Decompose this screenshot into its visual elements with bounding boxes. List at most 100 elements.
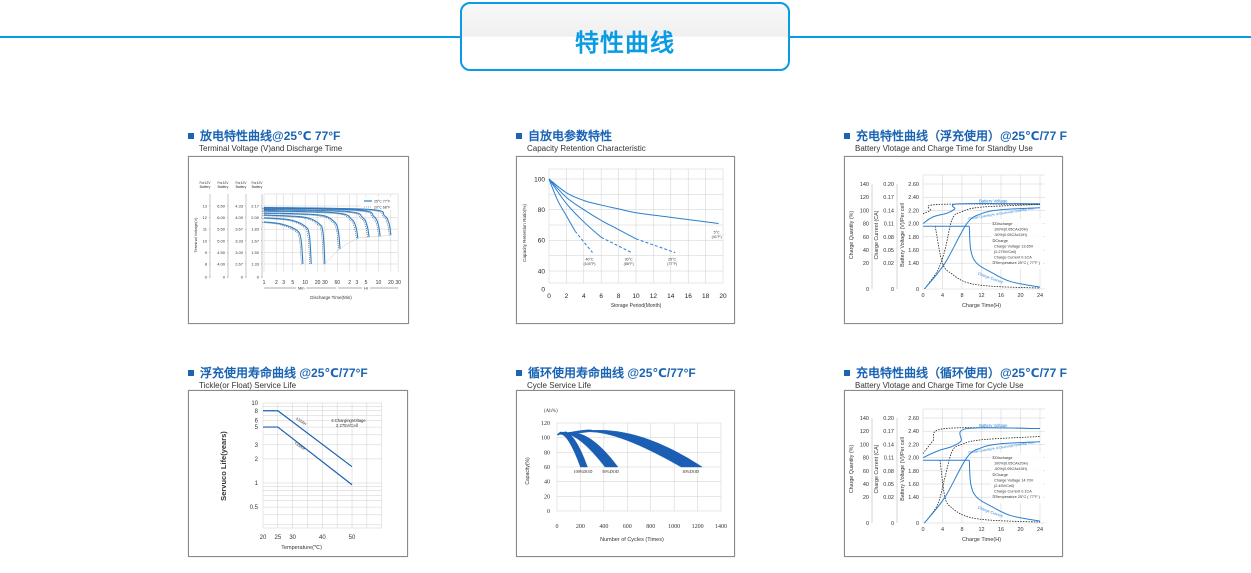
y-tick-label: 5.50 (217, 227, 226, 232)
curve-label: 25°C (668, 258, 676, 262)
axis-header: For12V (235, 181, 247, 185)
y-tick-label: 80 (544, 450, 550, 456)
y-tick-label: 0 (205, 275, 208, 280)
y-tick-label: 1.40 (908, 495, 919, 501)
notes-bg (991, 219, 1043, 269)
series-line-20c (262, 222, 302, 265)
panel-subtitle: Cycle Service Life (527, 381, 592, 390)
curve-label: 30°C (625, 258, 633, 262)
x-tick-label: 1 (263, 280, 266, 286)
note-text: ②Charge (992, 473, 1008, 477)
y-axis-label: Battery Voltage (V)/Per cell (900, 203, 906, 267)
y-tick-label: 1.67 (251, 238, 260, 243)
note-text: ①Discharge (992, 456, 1013, 460)
battery-voltage-curve (922, 427, 1041, 459)
bullet-icon (516, 369, 522, 376)
x-tick-label: 20 (260, 535, 267, 541)
x-tick-label: 2 (275, 280, 278, 286)
x-tick-label: 0 (556, 524, 559, 530)
y-axis-label: Battery Voltage (V)/Per cell (900, 437, 906, 501)
curve-label: (104°F) (583, 262, 595, 266)
retention-curve-dashed (600, 236, 632, 254)
note-text: -50%(0.05CAx10H) (994, 233, 1028, 237)
y-tick-label: 10 (203, 238, 208, 243)
y-tick-label: 9 (205, 250, 208, 255)
series-line-25c (263, 208, 370, 238)
y-tick-label: 0.17 (883, 429, 894, 435)
y-tick-label: 0 (241, 275, 244, 280)
y-tick-label: 8 (205, 262, 208, 267)
curve-label: (86°F) (624, 262, 634, 266)
x-tick-label: 1400 (715, 524, 727, 530)
service-life-label: ≥33AH (295, 417, 307, 427)
retention-chart-svg: 100 80 60 40 00 2 4 6 8 10 12 14 16 18 20 Storage Perio… (522, 168, 727, 309)
series-line-20c (262, 209, 368, 238)
y-tick-label: 0.08 (883, 235, 894, 241)
y-tick-label: 0 (891, 287, 894, 293)
x-tick-label: 40 (319, 535, 326, 541)
panel-subtitle: Battery Vlotage and Charge Time for Stan… (855, 144, 1033, 153)
curve-label: (77°F) (667, 262, 677, 266)
x-tick-label: 20 (315, 280, 321, 286)
x-axis-label: Storage Period(Month) (611, 303, 662, 309)
x-axis-label: Charge Time(H) (962, 537, 1001, 543)
y-tick-label: 4.00 (235, 215, 244, 220)
y-tick-label: 80 (538, 207, 546, 214)
y-axis-label: Capacity(%) (525, 457, 531, 485)
axis-header: Battery (236, 185, 247, 189)
series-line-25c (263, 210, 359, 239)
curve-label: 5°C (714, 230, 720, 234)
y-tick-label: 20 (544, 494, 550, 500)
x-tick-label: 50 (349, 535, 356, 541)
legend-label: 20°C 68°F (374, 206, 390, 210)
chart-discharge: For12V Battery 13 12 11 10 9 8 0 For12V Battery 6.5… (188, 156, 409, 324)
y-tick-label: 0.02 (883, 261, 894, 267)
axis-header: For12V (251, 181, 263, 185)
note-text: (2.45V/Cell) (994, 484, 1015, 488)
y-tick-label: 2.40 (908, 429, 919, 435)
retention-curve-solid (548, 178, 576, 232)
x-tick-label: 800 (646, 524, 655, 530)
y-tick-label: 40 (863, 248, 869, 254)
x-tick-label: 16 (998, 527, 1004, 533)
x-tick-label: 16 (998, 293, 1004, 299)
panel-subtitle: Battery Vlotage and Charge Time for Cycl… (855, 381, 1024, 390)
panel-title: 充电特性曲线（浮充使用）@25℃/77 F (856, 129, 1067, 143)
y-tick-label: 0 (891, 521, 894, 527)
panel-cycle-life: 循环使用寿命曲线 @25℃/77°F Cycle Service Life (A… (516, 366, 738, 557)
y-tick-label: 2.40 (908, 195, 919, 201)
note-text: ①Discharge (992, 222, 1013, 226)
service-life-line (263, 410, 353, 468)
x-tick-label: 4 (582, 293, 586, 300)
y-tick-label: 0.02 (883, 495, 894, 501)
note-text: Charge Voltage 13.65V (994, 244, 1034, 248)
range-label-min: Min (298, 286, 304, 291)
y-tick-label: 2.60 (908, 416, 919, 422)
bullet-icon (516, 132, 522, 139)
x-tick-label: 1000 (668, 524, 680, 530)
y-axis-label: Terminal Voltage(V) (193, 217, 198, 253)
service-life-line (263, 426, 353, 486)
y-tick-label: 0.17 (883, 195, 894, 201)
section-title-box: 特性曲线 (460, 2, 790, 71)
legend-label: 25°C 77°F (374, 200, 390, 204)
charge-current-curve (968, 460, 1041, 522)
y-tick-label: 10 (251, 401, 258, 407)
y-axis-label: Charge Current (CA) (874, 210, 880, 259)
retention-curve-solid (548, 178, 637, 240)
y-tick-label: 1.50 (251, 250, 260, 255)
x-tick-label: 0 (547, 293, 551, 300)
axis-header: Battery (252, 185, 263, 189)
x-tick-label: 12 (978, 527, 984, 533)
y-tick-label: 60 (863, 469, 869, 475)
panel-subtitle: Tickle(or Float) Service Life (199, 381, 297, 390)
series-line-20c (262, 213, 339, 250)
bullet-icon (188, 369, 194, 376)
y-tick-label: 2.00 (251, 215, 260, 220)
bullet-icon (844, 369, 850, 376)
y-unit-label: (Ah%) (544, 409, 558, 414)
x-tick-label: 200 (576, 524, 585, 530)
y-tick-label: 6 (255, 419, 259, 425)
bullet-icon (844, 132, 850, 139)
x-tick-label: 5 (291, 280, 294, 286)
